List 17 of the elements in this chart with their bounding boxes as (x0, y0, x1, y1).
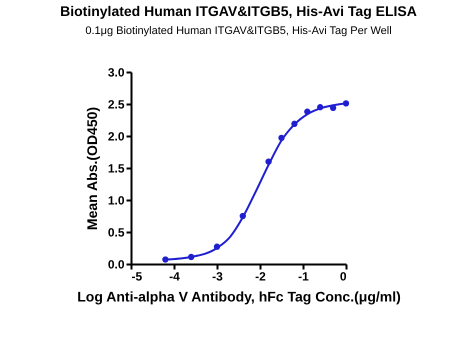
x-tick-label: -5 (132, 270, 142, 284)
chart-subtitle: 0.1μg Biotinylated Human ITGAV&ITGB5, His-Avi Tag Per Well (85, 25, 392, 37)
y-tick-label: 2.5 (108, 98, 125, 112)
y-axis-title: Mean Abs.(OD450) (84, 106, 100, 230)
y-tick-label: 0.0 (108, 258, 125, 272)
x-tick-label: -2 (255, 270, 266, 284)
x-tick-label: -4 (169, 270, 180, 284)
y-tick-label: 1.5 (108, 162, 125, 176)
y-tick-label: 3.0 (108, 66, 125, 80)
y-tick-label: 1.0 (108, 194, 125, 208)
chart-title: Biotinylated Human ITGAV&ITGB5, His-Avi Tag ELISA (60, 3, 417, 19)
y-tick-label: 0.5 (108, 226, 125, 240)
y-tick-label: 2.0 (108, 130, 125, 144)
x-axis-title: Log Anti-alpha V Antibody, hFc Tag Conc.(μg/ml) (77, 288, 401, 304)
x-tick-label: -1 (298, 270, 310, 284)
x-tick-label: 0 (340, 270, 347, 284)
x-tick-label: -3 (212, 270, 224, 284)
